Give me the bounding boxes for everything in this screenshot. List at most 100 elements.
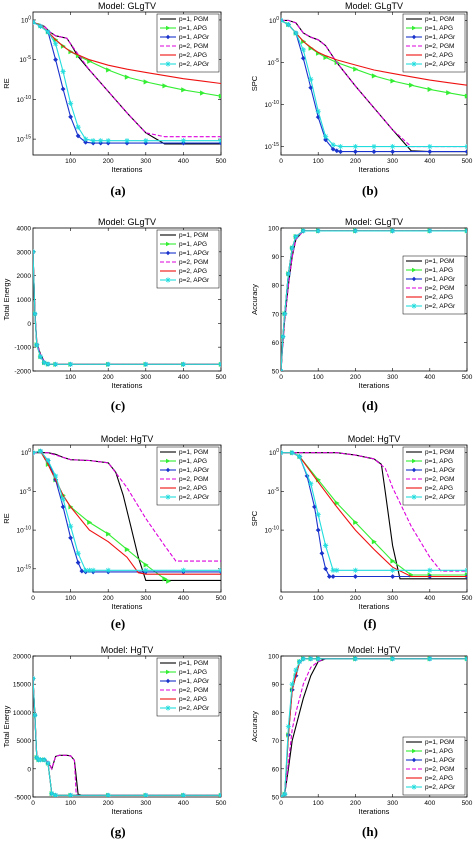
data-point bbox=[464, 656, 467, 662]
chart-panel-d: Model: GLgTV 0 100 200 300 400 500 50 60 70 80 90 10… bbox=[250, 217, 473, 413]
y-tick-label: 2000 bbox=[17, 273, 32, 280]
series-line-p-2-pgm bbox=[281, 230, 467, 371]
x-tick-label: 0 bbox=[31, 595, 35, 602]
y-tick-label: 10-15 bbox=[17, 135, 32, 144]
data-point bbox=[446, 90, 452, 96]
x-tick-label: 400 bbox=[424, 595, 435, 602]
legend-label: p=1, APGr bbox=[179, 250, 210, 257]
data-point bbox=[427, 149, 433, 155]
legend-marker bbox=[412, 748, 417, 754]
x-tick-label: 400 bbox=[424, 800, 435, 807]
chart-title: Model: GLgTV bbox=[98, 1, 156, 11]
data-point bbox=[41, 757, 47, 763]
data-point bbox=[162, 83, 168, 89]
data-point bbox=[218, 138, 221, 144]
x-axis-label: Iterations bbox=[112, 602, 143, 611]
data-point bbox=[90, 567, 96, 573]
data-point bbox=[352, 143, 358, 150]
data-point bbox=[162, 576, 168, 582]
legend-marker bbox=[165, 34, 171, 40]
data-point bbox=[285, 723, 292, 730]
x-tick-label: 500 bbox=[462, 158, 473, 165]
legend-label: p=1, APG bbox=[179, 669, 207, 676]
x-tick-label: 100 bbox=[313, 158, 324, 165]
data-point bbox=[289, 450, 295, 456]
data-point bbox=[124, 138, 130, 144]
x-tick-label: 0 bbox=[279, 800, 283, 807]
data-point bbox=[371, 73, 377, 79]
legend: p=1, PGM p=1, APG p=1, APGr p=2, PGM p=2, AP… bbox=[402, 255, 466, 315]
data-point bbox=[281, 368, 284, 371]
panel-caption: (h) bbox=[362, 824, 378, 839]
legend: p=1, PGM p=1, APG p=1, APGr p=2, PGM p=2, AP… bbox=[156, 657, 220, 717]
data-point bbox=[98, 138, 104, 144]
data-point bbox=[323, 542, 329, 549]
legend-label: p=2, PGM bbox=[179, 259, 208, 266]
data-point bbox=[464, 567, 467, 573]
legend-label: p=2, APG bbox=[179, 696, 207, 703]
legend-label: p=1, APG bbox=[179, 241, 207, 248]
data-point bbox=[427, 228, 433, 234]
legend-label: p=1, APGr bbox=[179, 467, 210, 474]
data-point bbox=[52, 41, 59, 47]
plot-area bbox=[33, 19, 221, 146]
series-line-p-2-apg bbox=[281, 19, 467, 86]
data-point bbox=[68, 792, 74, 797]
data-point bbox=[143, 138, 149, 144]
x-tick-label: 300 bbox=[140, 800, 151, 807]
data-point bbox=[308, 76, 314, 82]
data-point bbox=[37, 23, 44, 29]
x-tick-label: 400 bbox=[178, 800, 189, 807]
x-axis-label: Iterations bbox=[359, 381, 390, 390]
legend-box bbox=[402, 255, 466, 315]
x-axis-label: Iterations bbox=[359, 807, 390, 816]
data-point bbox=[315, 228, 321, 234]
y-tick-label: 0 bbox=[27, 766, 31, 773]
data-point bbox=[143, 562, 149, 568]
data-point bbox=[323, 137, 329, 143]
legend-label: p=2, PGM bbox=[179, 476, 208, 483]
x-tick-label: 300 bbox=[140, 595, 151, 602]
legend: p=1, PGM p=1, APG p=1, APGr p=2, PGM p=2, AP… bbox=[156, 229, 220, 289]
panel-caption: (a) bbox=[110, 183, 125, 198]
x-tick-label: 0 bbox=[279, 158, 283, 165]
data-point bbox=[180, 361, 186, 367]
data-point bbox=[45, 361, 51, 367]
y-tick-label: 10-5 bbox=[19, 487, 31, 496]
panel-caption: (f) bbox=[364, 616, 377, 631]
legend-marker bbox=[165, 678, 171, 684]
legend-label: p=2, APGr bbox=[179, 61, 210, 68]
data-point bbox=[87, 519, 93, 525]
data-point bbox=[352, 149, 358, 155]
data-point bbox=[106, 67, 112, 73]
data-point bbox=[34, 754, 40, 761]
x-tick-label: 400 bbox=[178, 595, 189, 602]
legend-label: p=1, PGM bbox=[425, 258, 454, 265]
data-point bbox=[308, 481, 314, 487]
legend-marker bbox=[411, 34, 417, 40]
x-tick-label: 500 bbox=[216, 800, 227, 807]
chart-panel-e: Model: HgTV 0 100 200 300 400 500 10-15 10-10 10-… bbox=[2, 434, 227, 631]
legend-marker bbox=[411, 61, 417, 67]
legend-label: p=1, APGr bbox=[425, 34, 456, 41]
y-axis-label: Accuracy bbox=[250, 284, 259, 315]
data-point bbox=[334, 500, 340, 506]
y-tick-label: 50 bbox=[272, 795, 280, 802]
data-point bbox=[300, 47, 306, 53]
data-point bbox=[289, 681, 295, 687]
y-tick-label: 10-5 bbox=[19, 55, 31, 64]
data-point bbox=[390, 558, 396, 564]
data-point bbox=[427, 567, 433, 573]
x-tick-label: 500 bbox=[216, 595, 227, 602]
panel-caption: (g) bbox=[110, 824, 125, 839]
y-tick-label: 5000 bbox=[17, 738, 32, 745]
series-line-p-2-apgr bbox=[33, 251, 221, 365]
panel-caption: (b) bbox=[362, 183, 378, 198]
chart-panel-f: Model: HgTV 0 100 200 300 400 500 10-10 10-5 100 I… bbox=[250, 434, 473, 631]
data-point bbox=[282, 791, 288, 797]
legend-label: p=1, APG bbox=[179, 25, 207, 32]
y-tick-label: 70 bbox=[272, 738, 280, 745]
y-tick-label: 100 bbox=[21, 448, 31, 457]
y-tick-label: 100 bbox=[268, 654, 279, 661]
data-point bbox=[330, 574, 336, 580]
